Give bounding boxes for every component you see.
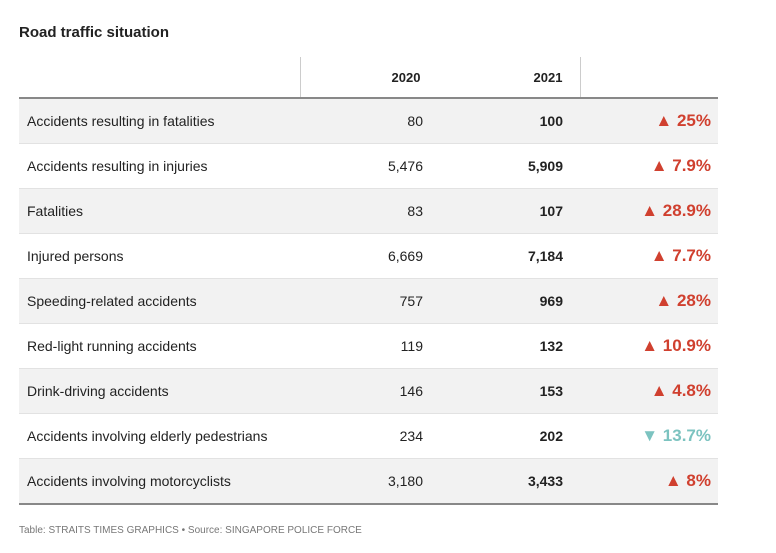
change: ▲ 7.7%: [650, 246, 711, 265]
value-2020: 146: [399, 383, 423, 399]
row-label: Accidents involving elderly pedestrians: [27, 428, 268, 444]
value-2020: 757: [399, 293, 423, 309]
row-label: Red-light running accidents: [27, 338, 197, 354]
value-2021: 7,184: [527, 248, 563, 264]
footer: Table: STRAITS TIMES GRAPHICS • Source: …: [19, 525, 362, 536]
value-2020: 5,476: [387, 158, 423, 174]
row-label: Accidents resulting in injuries: [27, 158, 208, 174]
row-label: Fatalities: [27, 203, 84, 219]
table-row: Speeding-related accidents 757 969 ▲ 28%: [19, 279, 718, 324]
table: 2020 2021 Accidents resulting in fatalit…: [19, 57, 718, 505]
change: ▲ 10.9%: [641, 336, 711, 355]
row-label: Accidents involving motorcyclists: [27, 473, 231, 489]
value-2021: 5,909: [527, 158, 563, 174]
change: ▲ 28%: [655, 291, 711, 310]
table-row: Accidents involving elderly pedestrians 2…: [19, 414, 718, 459]
value-2021: 153: [539, 383, 563, 399]
change: ▼ 13.7%: [641, 426, 711, 445]
table-row: Accidents involving motorcyclists 3,180 3,…: [19, 459, 718, 505]
value-2020: 6,669: [387, 248, 423, 264]
value-2021: 3,433: [527, 473, 563, 489]
change: ▲ 4.8%: [650, 381, 711, 400]
column-header: 2021: [533, 70, 563, 85]
value-2021: 202: [539, 428, 563, 444]
header-row: 2020 2021: [19, 57, 718, 99]
value-2020: 3,180: [387, 473, 423, 489]
table-title: Road traffic situation: [19, 24, 170, 41]
column-header: 2020: [391, 70, 421, 85]
value-2020: 234: [399, 428, 423, 444]
value-2020: 119: [400, 338, 423, 354]
value-2021: 969: [539, 293, 563, 309]
change: ▲ 25%: [655, 111, 711, 130]
divider: [300, 57, 301, 97]
value-2020: 80: [407, 113, 423, 129]
row-label: Injured persons: [27, 248, 124, 264]
value-2021: 100: [539, 113, 563, 129]
row-label: Speeding-related accidents: [27, 293, 197, 309]
row-label: Drink-driving accidents: [27, 383, 169, 399]
table-row: Red-light running accidents 119 132 ▲ 10.9%: [19, 324, 718, 369]
change: ▲ 8%: [664, 471, 711, 490]
table-row: Accidents resulting in fatalities 80 100 ▲ …: [19, 99, 718, 144]
value-2020: 83: [407, 203, 423, 219]
change: ▲ 7.9%: [650, 156, 711, 175]
divider: [580, 57, 581, 97]
value-2021: 132: [539, 338, 563, 354]
table-row: Injured persons 6,669 7,184 ▲ 7.7%: [19, 234, 718, 279]
value-2021: 107: [539, 203, 563, 219]
change: ▲ 28.9%: [641, 201, 711, 220]
table-row: Drink-driving accidents 146 153 ▲ 4.8%: [19, 369, 718, 414]
row-label: Accidents resulting in fatalities: [27, 113, 215, 129]
table-row: Accidents resulting in injuries 5,476 5,90…: [19, 144, 718, 189]
table-row: Fatalities 83 107 ▲ 28.9%: [19, 189, 718, 234]
